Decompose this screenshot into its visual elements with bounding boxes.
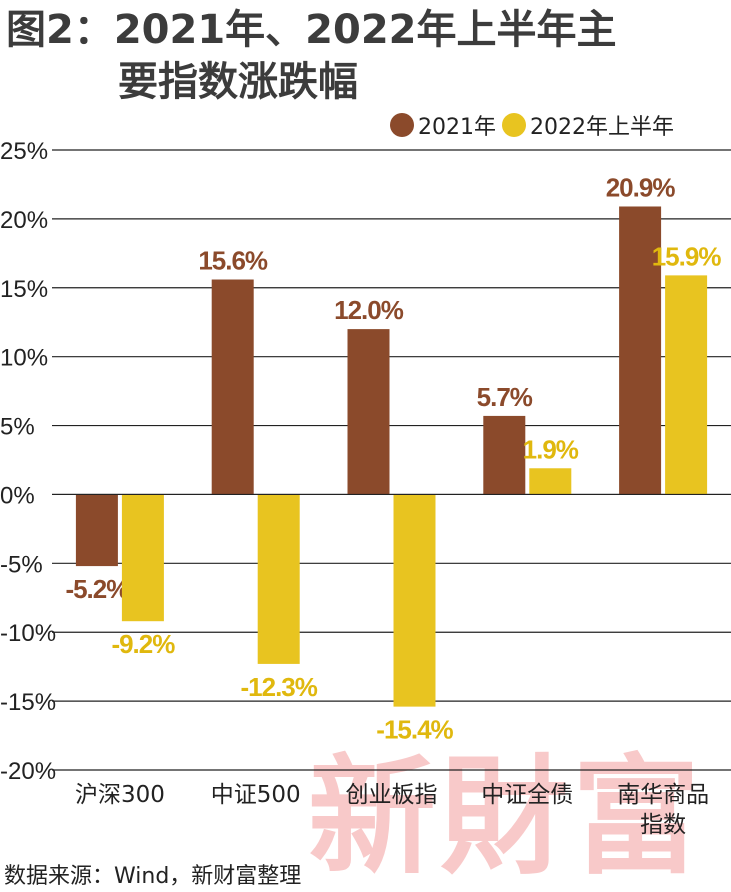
legend-label-2022h1: 2022年上半年 <box>530 115 674 140</box>
x-tick-label: 南华商品 <box>617 782 709 808</box>
legend-label-2021: 2021年 <box>418 115 496 140</box>
x-tick-label: 沪深300 <box>75 782 165 808</box>
bar <box>529 468 572 495</box>
x-tick-label: 中证500 <box>211 782 301 808</box>
y-tick-label: 25% <box>0 138 48 165</box>
title-line-2: 要指数涨跌幅 <box>118 59 358 105</box>
legend-item-2021: 2021年 <box>390 109 496 141</box>
y-tick-label: 0% <box>0 482 35 509</box>
y-tick-label: 15% <box>0 276 48 303</box>
x-tick-label: 中证全债 <box>481 782 573 808</box>
data-label: 15.6% <box>198 246 268 276</box>
y-tick-label: -10% <box>0 620 56 647</box>
bar <box>483 415 526 495</box>
chart-title: 图2：2021年、2022年上半年主 要指数涨跌幅 <box>6 4 617 108</box>
data-label: 12.0% <box>334 295 404 325</box>
x-tick-label: 创业板指 <box>346 782 438 808</box>
data-label: -9.2% <box>111 629 175 659</box>
bar <box>347 329 390 495</box>
bar <box>665 275 708 495</box>
y-tick-label: 20% <box>0 207 48 234</box>
data-label: -5.2% <box>65 574 129 604</box>
bar <box>257 494 300 664</box>
legend-item-2022h1: 2022年上半年 <box>502 109 674 141</box>
bar <box>75 494 118 567</box>
bar <box>619 206 662 495</box>
x-tick-label: 指数 <box>640 812 686 838</box>
bar <box>211 279 254 495</box>
source-note: 数据来源：Wind，新财富整理 <box>4 864 302 889</box>
bar <box>393 494 436 707</box>
y-tick-label: 10% <box>0 345 48 372</box>
legend-swatch-2021 <box>390 113 414 137</box>
title-line-1: 图2：2021年、2022年上半年主 <box>6 7 617 53</box>
data-label: 15.9% <box>652 241 722 271</box>
data-label: -12.3% <box>241 672 318 702</box>
bar <box>121 494 164 622</box>
data-label: 20.9% <box>606 172 676 202</box>
data-label: 1.9% <box>523 434 579 464</box>
data-label: 5.7% <box>477 382 533 412</box>
y-tick-label: -20% <box>0 758 56 785</box>
y-tick-label: -5% <box>0 551 43 578</box>
legend-swatch-2022h1 <box>502 113 526 137</box>
y-tick-label: -15% <box>0 689 56 716</box>
watermark-logo: 新財富 <box>308 742 705 892</box>
y-tick-label: 5% <box>0 414 35 441</box>
data-label: -15.4% <box>376 715 453 745</box>
legend: 2021年 2022年上半年 <box>390 110 680 140</box>
